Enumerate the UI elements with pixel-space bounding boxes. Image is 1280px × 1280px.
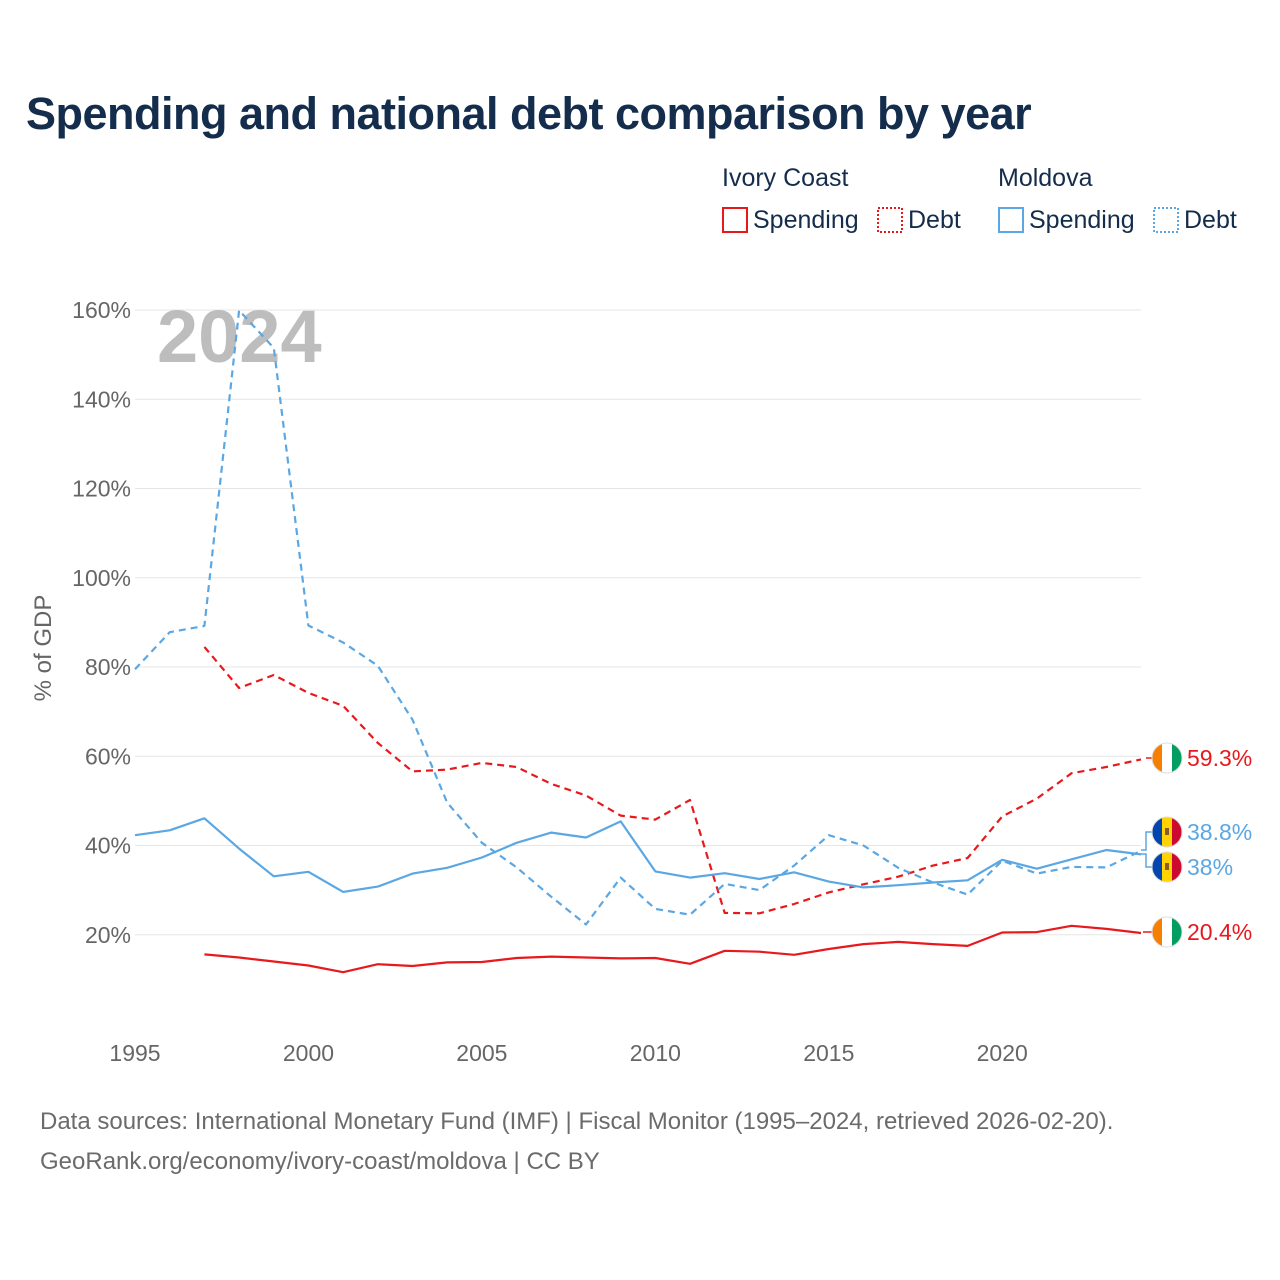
- gridlines: [135, 309, 1141, 936]
- legend-label-moldova-spending: Spending: [1029, 206, 1135, 234]
- x-tick-label: 2005: [456, 1040, 507, 1066]
- y-tick-label: 160%: [72, 297, 131, 323]
- end-label-ivory-coast-spending: 20.4%: [1187, 919, 1252, 945]
- y-tick-label: 20%: [85, 922, 131, 948]
- x-tick-label: 1995: [109, 1040, 160, 1066]
- x-tick-label: 2015: [803, 1040, 854, 1066]
- y-tick-label: 60%: [85, 743, 131, 769]
- y-tick-label: 100%: [72, 565, 131, 591]
- series-line-moldova-debt: [134, 309, 1142, 926]
- series-line-moldova-spending: [134, 817, 1142, 894]
- x-axis: 1995 2000 2005 2010 2015 2020: [109, 1040, 1027, 1066]
- legend-swatch-moldova-spending: [998, 207, 1024, 233]
- legend-country-ivory-coast: Ivory Coast: [722, 164, 848, 192]
- y-axis-label: % of GDP: [30, 595, 57, 702]
- x-tick-label: 2010: [630, 1040, 681, 1066]
- year-watermark: 2024: [157, 295, 322, 378]
- legend-country-moldova: Moldova: [998, 164, 1093, 192]
- moldova-flag-icon: [1152, 852, 1182, 882]
- legend-swatch-ivory-coast-debt: [877, 207, 903, 233]
- y-tick-label: 40%: [85, 833, 131, 859]
- end-label-ivory-coast-debt: 59.3%: [1187, 745, 1252, 771]
- x-tick-label: 2020: [977, 1040, 1028, 1066]
- end-label-moldova-spending: 38%: [1187, 854, 1233, 880]
- series-line-ivory-coast-debt: [203, 646, 1142, 915]
- ivory-coast-flag-icon: [1152, 743, 1182, 773]
- source-link[interactable]: GeoRank.org/economy/ivory-coast/moldova …: [40, 1148, 600, 1175]
- legend: Ivory Coast Spending Debt Moldova Spendi…: [722, 164, 1237, 234]
- moldova-flag-icon: [1152, 817, 1182, 847]
- end-labels: 59.3% 38.8% 38% 20.4%: [1141, 742, 1252, 948]
- legend-label-moldova-debt: Debt: [1184, 206, 1237, 234]
- x-tick-label: 2000: [283, 1040, 334, 1066]
- legend-label-ivory-coast-debt: Debt: [908, 206, 961, 234]
- y-tick-label: 80%: [85, 654, 131, 680]
- connector-moldova-spending: [1141, 853, 1152, 868]
- legend-label-ivory-coast-spending: Spending: [753, 206, 859, 234]
- y-tick-label: 120%: [72, 476, 131, 502]
- legend-swatch-moldova-debt: [1153, 207, 1179, 233]
- connector-moldova-debt: [1141, 831, 1152, 851]
- end-label-moldova-debt: 38.8%: [1187, 819, 1252, 845]
- legend-swatch-ivory-coast-spending: [722, 207, 748, 233]
- y-tick-label: 140%: [72, 386, 131, 412]
- y-axis: 20% 40% 60% 80% 100% 120% 140% 160%: [72, 297, 131, 948]
- chart-title: Spending and national debt comparison by…: [26, 88, 1032, 139]
- series-line-ivory-coast-spending: [204, 924, 1142, 974]
- ivory-coast-flag-icon: [1152, 917, 1182, 947]
- source-note: Data sources: International Monetary Fun…: [40, 1108, 1114, 1135]
- series-lines: [134, 309, 1142, 974]
